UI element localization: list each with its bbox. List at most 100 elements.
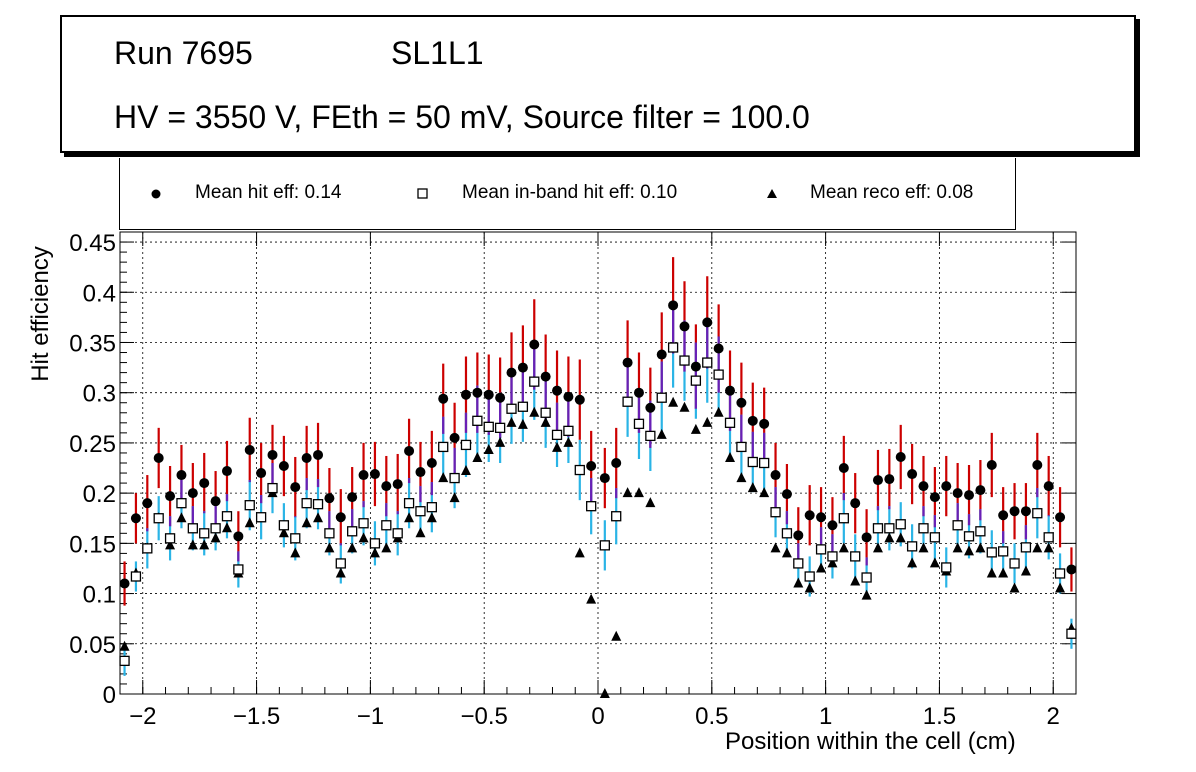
inband-point (998, 546, 1009, 557)
hit-point (369, 469, 380, 480)
hit-point (838, 463, 849, 474)
hit-point (460, 389, 471, 400)
reco-point (816, 562, 827, 573)
y-tick-label: 0.45 (69, 230, 116, 257)
hit-point (929, 492, 940, 503)
inband-point (656, 392, 667, 403)
inband-point (290, 533, 301, 544)
legend-label-reco: Mean reco eff: 0.08 (810, 182, 974, 203)
reco-point (517, 418, 528, 429)
reco-point (736, 472, 747, 483)
reco-point (176, 512, 187, 523)
hit-point (404, 445, 415, 456)
inband-point (793, 558, 804, 569)
reco-point (495, 436, 506, 447)
y-tick-label: 0.3 (83, 381, 116, 408)
inband-point (747, 456, 758, 468)
hit-point (702, 317, 713, 328)
hit-point (381, 481, 392, 492)
reco-point (1055, 582, 1066, 593)
x-axis-title: Position within the cell (cm) (725, 728, 1016, 755)
legend-square-marker (417, 188, 428, 199)
inband-point (918, 523, 929, 534)
y-tick-label: 0.25 (69, 431, 116, 458)
reco-point (119, 640, 130, 651)
reco-point (278, 527, 289, 538)
hit-point (233, 531, 244, 542)
hit-point (187, 488, 198, 499)
hit-point (884, 474, 895, 485)
run-info-box: Run 7695 SL1L1 HV = 3550 V, FEth = 50 mV… (60, 15, 1136, 153)
reco-point (563, 436, 574, 447)
inband-point (119, 655, 130, 667)
x-tick-label: −1 (357, 703, 384, 730)
run-label: Run 7695 (114, 35, 253, 71)
hit-point (850, 498, 861, 509)
inband-point (599, 540, 610, 551)
y-tick-label: 0.35 (69, 330, 116, 357)
inband-point (611, 511, 622, 522)
reco-point (199, 539, 210, 550)
hit-point (759, 418, 770, 429)
inband-point (483, 421, 494, 432)
reco-point (998, 567, 1009, 578)
hit-point (679, 321, 690, 332)
x-tick-label: −1.5 (233, 703, 280, 730)
reco-point (335, 567, 346, 578)
reco-point (838, 542, 849, 553)
reco-point (165, 539, 176, 550)
hit-point (290, 482, 301, 493)
inband-point (804, 571, 815, 582)
data-markers (119, 300, 1077, 698)
inband-point (759, 457, 770, 469)
reco-point (290, 547, 301, 558)
hit-point (426, 458, 437, 468)
reco-point (656, 428, 667, 439)
inband-point (164, 533, 176, 544)
inband-point (517, 401, 529, 412)
reco-point (964, 545, 975, 556)
hit-point (472, 387, 483, 398)
inband-point (312, 499, 324, 510)
inband-point (679, 355, 690, 366)
y-tick-label: 0 (103, 682, 116, 709)
inband-point (1043, 532, 1054, 543)
axis-ticks (119, 232, 1077, 695)
hit-point (506, 367, 517, 378)
x-tick-label: 0 (591, 703, 604, 730)
inband-point (929, 532, 941, 543)
hit-point (1066, 564, 1077, 575)
inband-point (529, 376, 540, 387)
hit-point (827, 520, 838, 531)
inband-point (713, 369, 724, 380)
hit-point (1020, 506, 1031, 517)
reco-point (1020, 565, 1031, 576)
x-tick-label: 1.5 (923, 703, 956, 730)
hit-point (313, 449, 324, 460)
hit-point (872, 475, 883, 486)
hit-point (986, 460, 997, 471)
hit-point (804, 510, 815, 521)
reco-point (586, 593, 597, 604)
inband-point (267, 482, 278, 494)
reco-point (472, 451, 483, 462)
legend-triangle-marker (767, 189, 777, 198)
x-tick-label: 2 (1047, 703, 1060, 730)
reco-point (781, 547, 792, 558)
x-tick-label: 0.5 (695, 703, 728, 730)
inband-point (622, 396, 633, 407)
inband-point (494, 422, 506, 433)
reco-point (668, 396, 679, 407)
y-tick-label: 0.2 (83, 481, 116, 508)
reco-point (415, 527, 426, 538)
hit-point (668, 300, 679, 311)
hit-point (975, 485, 986, 496)
reco-point (690, 423, 701, 434)
reco-point (827, 557, 838, 568)
reco-point (611, 630, 622, 641)
inband-point (815, 544, 827, 555)
inband-point (884, 523, 895, 534)
inband-point (872, 523, 884, 534)
hit-point (142, 498, 153, 509)
reco-point (952, 542, 963, 553)
